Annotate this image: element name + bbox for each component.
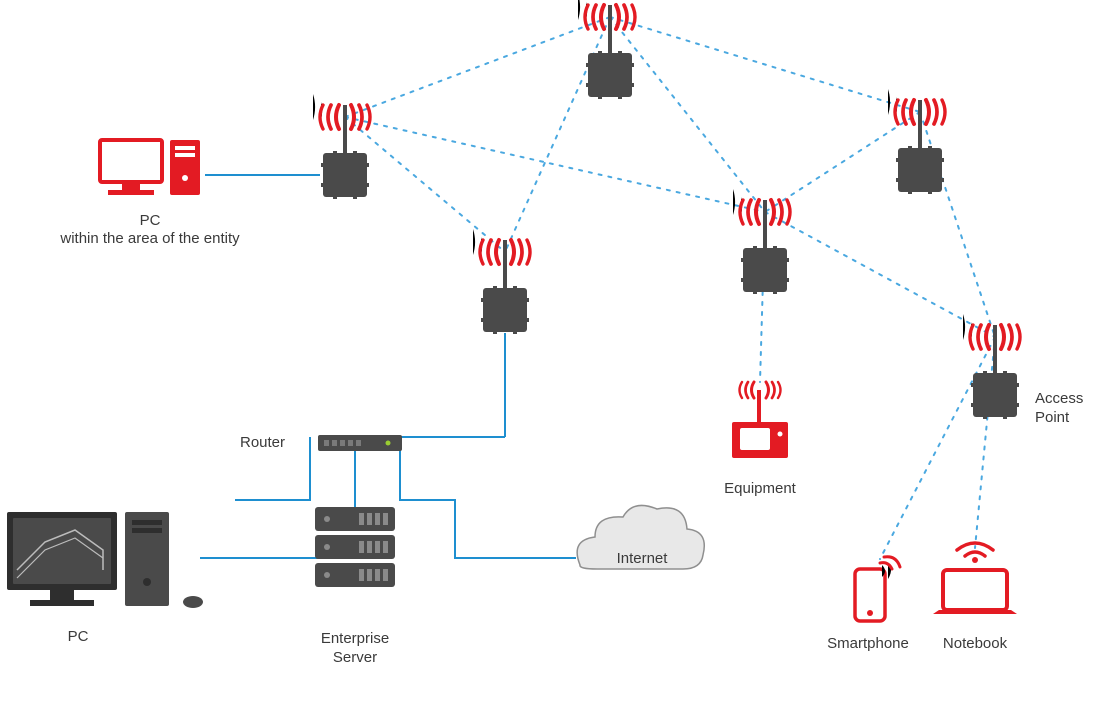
access-point-icon [888,89,945,194]
access-point-icon [578,0,635,99]
label-equipment: Equipment [640,480,880,499]
smartphone-icon [855,557,900,621]
access-point-icon [313,94,370,199]
label-pc-red-sub: within the area of the entity [30,230,270,249]
access-point-icon [473,229,530,334]
access-point-icon [733,189,790,294]
equipment-icon [732,382,788,458]
label-router: Router [240,434,300,453]
label-internet: Internet [522,550,762,569]
label-notebook: Notebook [855,635,1095,654]
label-access-point: Access Point [1035,390,1100,428]
notebook-icon [933,543,1017,614]
label-pc-red: PC [30,212,270,231]
router-icon [318,435,402,451]
pc-red-icon [100,140,200,195]
server-icon [315,507,395,587]
label-pc-dark: PC [0,628,198,647]
diagram-svg [0,0,1100,707]
label-server: Enterprise Server [235,630,475,668]
network-diagram: PCwithin the area of the entityRouterPCE… [0,0,1100,707]
pc-dark-icon [7,512,203,608]
wireless-links [345,17,995,559]
